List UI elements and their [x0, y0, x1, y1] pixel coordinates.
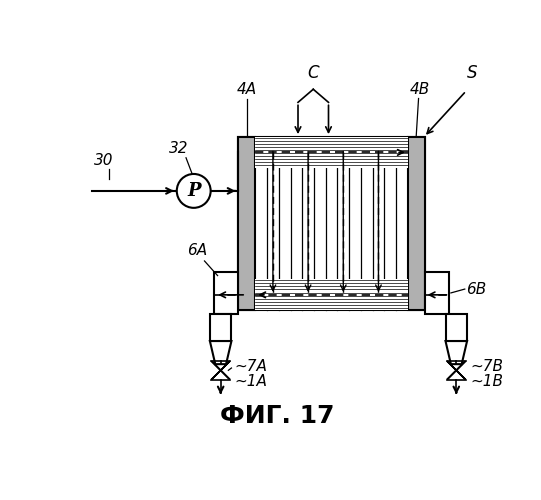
Text: ~7A: ~7A — [235, 359, 267, 374]
Bar — [239, 137, 255, 310]
Text: 32: 32 — [169, 141, 188, 156]
Text: C: C — [307, 64, 319, 82]
Text: 4B: 4B — [410, 82, 430, 97]
Text: ФИГ. 17: ФИГ. 17 — [220, 404, 335, 427]
Polygon shape — [210, 341, 232, 364]
Polygon shape — [445, 341, 467, 364]
Text: P: P — [187, 182, 201, 200]
Polygon shape — [447, 361, 465, 380]
Polygon shape — [212, 361, 230, 380]
Text: ~7B: ~7B — [470, 359, 503, 374]
Bar — [214, 272, 239, 314]
Text: ~1A: ~1A — [235, 374, 267, 390]
Bar — [210, 314, 232, 341]
Bar — [255, 280, 408, 310]
Bar — [255, 137, 408, 168]
Bar — [445, 314, 467, 341]
Text: 4A: 4A — [237, 82, 257, 97]
Text: 6A: 6A — [187, 243, 207, 258]
Bar — [425, 272, 450, 314]
Bar — [408, 137, 425, 310]
Polygon shape — [212, 361, 230, 380]
Circle shape — [177, 174, 210, 208]
Polygon shape — [447, 361, 465, 380]
Bar — [239, 137, 425, 310]
Text: ~1B: ~1B — [470, 374, 503, 390]
Text: S: S — [467, 64, 478, 82]
Text: 30: 30 — [94, 153, 114, 168]
Text: 6B: 6B — [466, 282, 486, 296]
